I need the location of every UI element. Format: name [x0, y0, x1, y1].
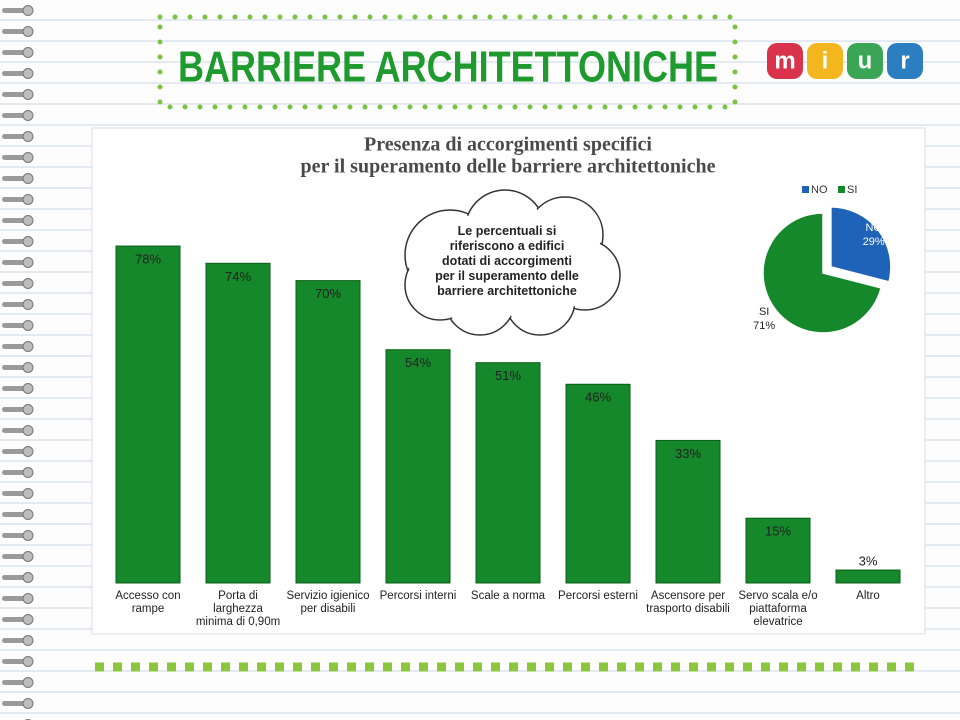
cloud	[404, 189, 621, 336]
x-tick-label: Scale a norma	[470, 590, 546, 602]
logo-letter: u	[858, 47, 873, 74]
spiral-binding	[0, 0, 40, 720]
x-tick-label: Porta di larghezza minima di 0,90m	[195, 590, 281, 628]
logo-tile	[887, 43, 923, 79]
bar	[475, 362, 541, 584]
value-label: 51%	[495, 368, 521, 383]
legend-label: SI	[847, 184, 857, 196]
legend-swatch	[838, 186, 845, 193]
bar	[295, 280, 361, 584]
pie-slice	[762, 212, 883, 334]
value-label: 54%	[405, 355, 431, 370]
logo-tile	[847, 43, 883, 79]
logo-letter: r	[900, 47, 909, 74]
title-frame	[157, 14, 738, 110]
x-tick-label: Accesso con rampe	[115, 590, 181, 615]
x-tick-label: Servo scala e/o piattaforma elevatrice	[738, 590, 818, 628]
legend-label: NO	[811, 184, 828, 196]
value-label: 74%	[225, 269, 251, 284]
bar	[655, 439, 721, 584]
slide-title: BARRIERE ARCHITETTONICHE	[178, 43, 718, 92]
bar	[385, 349, 451, 584]
x-tick-label: Percorsi esterni	[558, 590, 638, 602]
bar	[115, 245, 181, 584]
x-tick-label: Ascensore per trasporto disabili	[646, 590, 730, 615]
pie-slice	[830, 206, 892, 283]
logo-tile	[767, 43, 803, 79]
x-tick-label: Altro	[856, 590, 880, 602]
value-label: 70%	[315, 286, 341, 301]
logo-letter: m	[774, 47, 795, 74]
bar	[565, 383, 631, 584]
value-label: 46%	[585, 390, 611, 405]
logo-letter: i	[822, 47, 829, 74]
bar	[205, 262, 271, 584]
chart-title: per il superamento delle barriere archit…	[301, 156, 716, 178]
legend-swatch	[802, 186, 809, 193]
x-tick-label: Percorsi interni	[379, 590, 457, 602]
value-label: 3%	[859, 553, 878, 568]
logo-tile	[807, 43, 843, 79]
bar	[745, 517, 811, 584]
pie-label: SI	[759, 306, 769, 318]
value-label: 78%	[135, 251, 161, 266]
chart-title: Presenza di accorgimenti specifici	[364, 134, 652, 156]
x-tick-label: Servizio igienico per disabili	[286, 590, 370, 615]
pie-value-label: 71%	[753, 320, 775, 332]
pie-label: NO	[865, 222, 882, 234]
bar	[835, 569, 901, 584]
pie-value-label: 29%	[863, 236, 885, 248]
value-label: 33%	[675, 446, 701, 461]
value-label: 15%	[765, 524, 791, 539]
callout-text: Le percentuali si riferiscono a edifici …	[435, 224, 579, 298]
